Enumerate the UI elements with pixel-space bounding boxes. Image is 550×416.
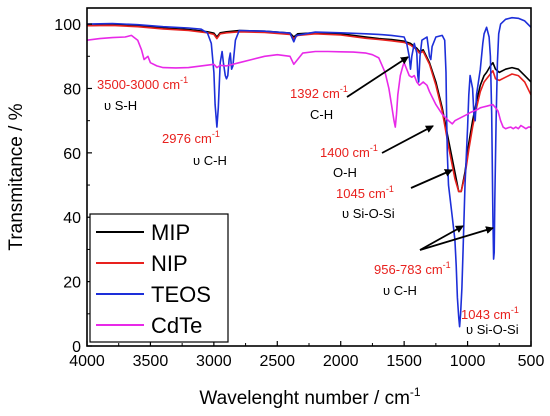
x-tick-label: 500 — [518, 353, 545, 370]
legend: MIP NIP TEOS CdTe — [89, 213, 229, 343]
svg-text:1043 cm-1: 1043 cm-1 — [461, 305, 519, 322]
legend-label-teos: TEOS — [151, 282, 211, 307]
annotation-1043: 1043 cm-1 υ Si-O-Si — [461, 305, 519, 337]
annotation-1392: 1392 cm-1 C-H — [290, 84, 348, 122]
legend-entries: MIP NIP TEOS CdTe — [96, 220, 211, 338]
y-tick-label: 60 — [63, 146, 81, 163]
annotation-3500-3000: 3500-3000 cm-1 υ S-H — [97, 75, 188, 113]
svg-text:υ C-H: υ C-H — [193, 153, 227, 168]
arrow-956-783-b — [419, 226, 494, 251]
arrow-1400 — [381, 125, 434, 154]
svg-text:C-H: C-H — [310, 107, 333, 122]
series-layer — [87, 16, 531, 328]
x-axis-title: Wavelenght number / cm-1 — [199, 385, 420, 409]
legend-box — [89, 213, 229, 343]
svg-text:1045 cm-1: 1045 cm-1 — [336, 184, 394, 201]
y-tick-label: 20 — [63, 275, 81, 292]
series-line-cdte — [87, 34, 531, 130]
annotation-2976: 2976 cm-1 υ C-H — [162, 129, 227, 168]
svg-text:υ C-H: υ C-H — [383, 283, 417, 298]
arrow-1045 — [410, 169, 453, 189]
y-axis-title: Transmitance / % — [6, 103, 27, 250]
x-tick-label: 3500 — [133, 353, 169, 370]
series-line-nip — [87, 24, 531, 193]
svg-text:1400 cm-1: 1400 cm-1 — [320, 143, 378, 160]
legend-label-cdte: CdTe — [151, 313, 202, 338]
x-tick-label: 2000 — [323, 353, 359, 370]
x-tick-label: 2500 — [259, 353, 295, 370]
annotation-956-783: 956-783 cm-1 υ C-H — [374, 260, 451, 298]
annotation-1400: 1400 cm-1 O-H — [320, 143, 378, 180]
annotation-1045: 1045 cm-1 υ Si-O-Si — [336, 184, 395, 221]
x-axis-ticks: 4000 3500 3000 2500 2000 1500 1000 500 — [69, 341, 544, 370]
x-tick-label: 3000 — [196, 353, 232, 370]
annotation-arrows — [346, 56, 494, 251]
x-tick-label: 4000 — [69, 353, 105, 370]
x-tick-label: 1000 — [450, 353, 486, 370]
arrow-956-783-a — [419, 225, 464, 251]
legend-label-mip: MIP — [151, 220, 190, 245]
svg-text:956-783 cm-1: 956-783 cm-1 — [374, 260, 451, 277]
svg-text:1392 cm-1: 1392 cm-1 — [290, 84, 348, 101]
y-axis-ticks: 0 20 40 60 80 100 — [54, 17, 92, 356]
y-tick-label: 0 — [72, 339, 81, 356]
series-line-mip — [87, 23, 531, 193]
y-tick-label: 40 — [63, 210, 81, 227]
y-tick-label: 100 — [54, 17, 81, 34]
svg-text:υ Si-O-Si: υ Si-O-Si — [466, 322, 519, 337]
svg-text:3500-3000 cm-1: 3500-3000 cm-1 — [97, 75, 188, 92]
svg-text:υ S-H: υ S-H — [104, 98, 137, 113]
series-line-teos — [87, 16, 531, 328]
y-tick-label: 80 — [63, 81, 81, 98]
svg-text:2976 cm-1: 2976 cm-1 — [162, 129, 220, 146]
arrow-1392 — [346, 56, 409, 98]
x-tick-label: 1500 — [386, 353, 422, 370]
legend-label-nip: NIP — [151, 251, 188, 276]
svg-text:O-H: O-H — [333, 165, 357, 180]
svg-text:υ Si-O-Si: υ Si-O-Si — [342, 206, 395, 221]
